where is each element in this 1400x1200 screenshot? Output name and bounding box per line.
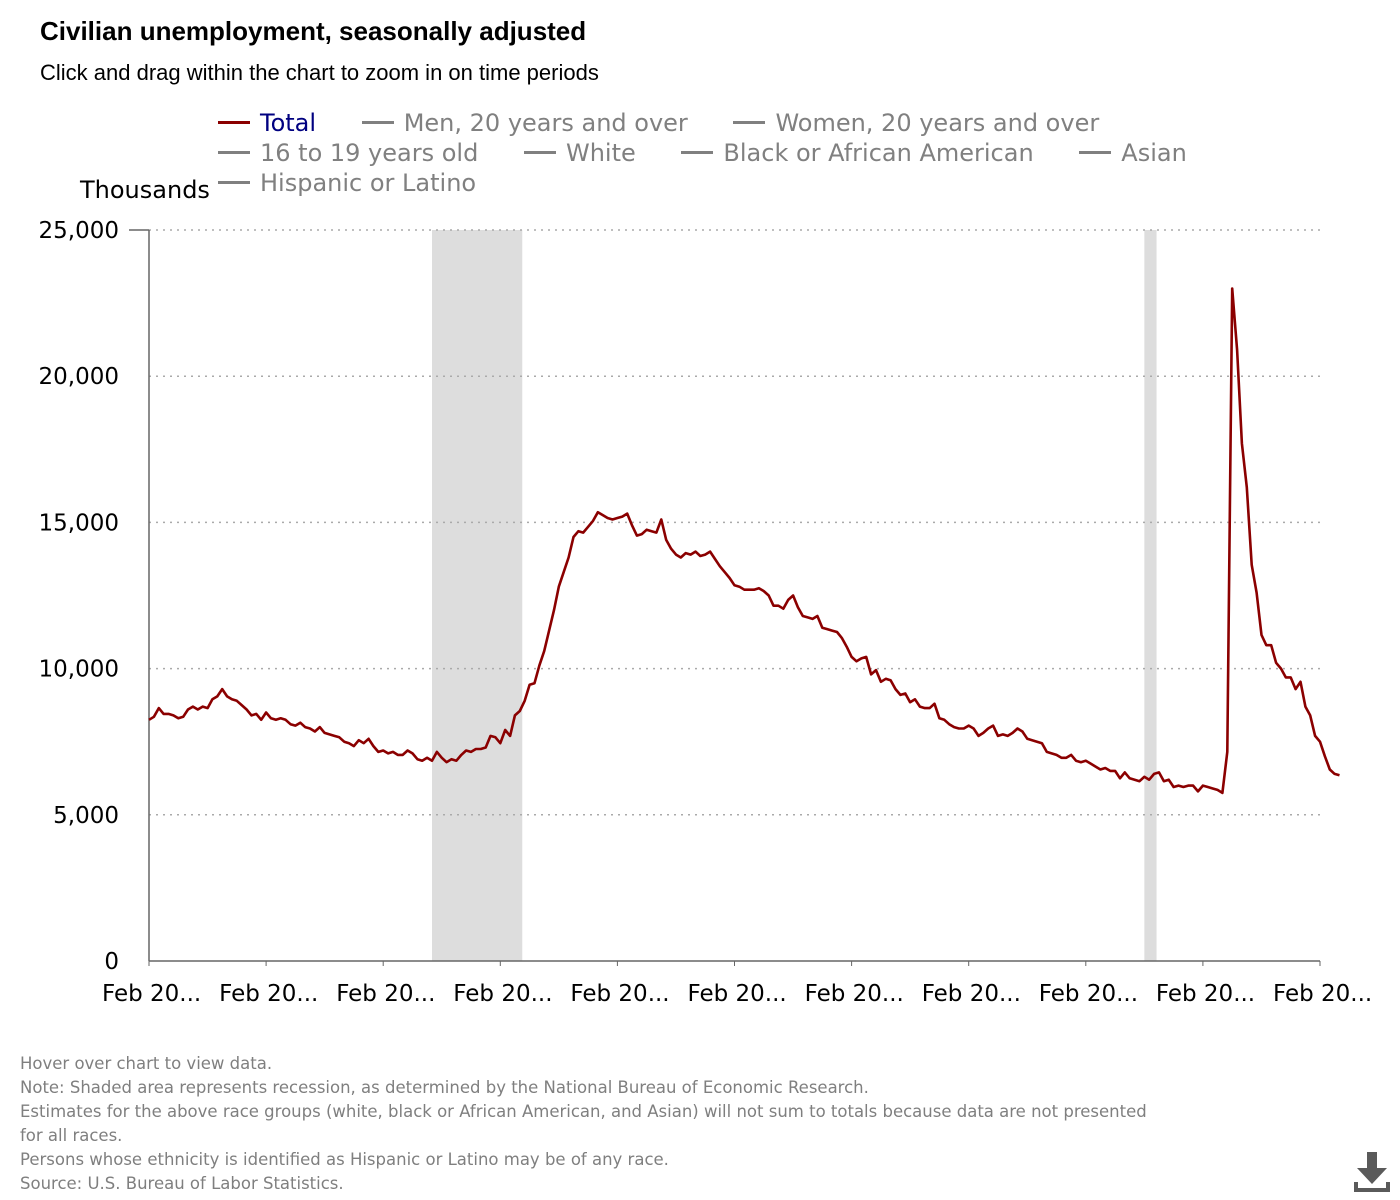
chart-title: Civilian unemployment, seasonally adjust…	[40, 16, 587, 46]
x-tick-label: Feb 20...	[453, 981, 552, 1007]
x-tick-label: Feb 20...	[570, 981, 669, 1007]
note-line: Persons whose ethnicity is identified as…	[20, 1150, 669, 1169]
legend-label: White	[565, 138, 636, 167]
legend-item-total[interactable]: Total	[218, 109, 316, 137]
legend-swatch	[681, 151, 714, 154]
note-line: Note: Shaded area represents recession, …	[20, 1078, 869, 1097]
x-tick-label: Feb 20...	[102, 981, 201, 1007]
legend-swatch	[218, 121, 250, 124]
chart-subtitle: Click and drag within the chart to zoom …	[40, 60, 599, 85]
note-line: Source: U.S. Bureau of Labor Statistics.	[20, 1174, 344, 1193]
legend-label: Hispanic or Latino	[260, 168, 477, 197]
chart-notes: Hover over chart to view data. Note: Sha…	[20, 1052, 1220, 1196]
legend-label: Asian	[1121, 138, 1187, 167]
recession-shade	[431, 230, 523, 961]
y-tick-label: 20,000	[39, 364, 119, 390]
y-tick-label: 5,000	[53, 803, 119, 829]
legend-row: Total Men, 20 years and over Women, 20 y…	[218, 102, 1218, 137]
y-tick-label: 10,000	[39, 657, 119, 683]
legend-item-asian[interactable]: Asian	[1079, 139, 1187, 167]
y-tick-label: 25,000	[39, 218, 119, 244]
recession-shade	[1144, 230, 1157, 961]
legend-label: 16 to 19 years old	[260, 138, 479, 167]
x-tick-label: Feb 20...	[1039, 981, 1138, 1007]
note-line: for all races.	[20, 1126, 123, 1145]
x-tick-label: Feb 20...	[922, 981, 1021, 1007]
note-line: Estimates for the above race groups (whi…	[20, 1102, 1147, 1121]
legend-swatch	[218, 181, 250, 184]
note-line: Hover over chart to view data.	[20, 1054, 273, 1073]
legend-row: Hispanic or Latino	[218, 162, 1218, 197]
legend-item-white[interactable]: White	[523, 138, 636, 167]
legend-item-women-20-and-over[interactable]: Women, 20 years and over	[733, 109, 1099, 137]
series-line-total	[148, 287, 1340, 795]
legend-item-men-20-and-over[interactable]: Men, 20 years and over	[361, 108, 688, 137]
y-axis-unit-label: Thousands	[80, 176, 210, 204]
x-tick-label: Feb 20...	[688, 981, 787, 1007]
legend-swatch	[218, 151, 250, 154]
download-icon	[1354, 1152, 1390, 1192]
legend-item-black[interactable]: Black or African American	[681, 138, 1034, 167]
line-chart[interactable]: 0 5,000 10,000 15,000 20,000 25,000 Feb 20... F…	[0, 0, 1400, 1040]
legend-swatch	[523, 151, 556, 154]
x-tick-label: Feb 20...	[1273, 981, 1372, 1007]
x-tick-label: Feb 20...	[1156, 981, 1255, 1007]
x-tick-label: Feb 20...	[805, 981, 904, 1007]
y-tick-label: 0	[104, 949, 119, 975]
legend-swatch	[361, 121, 394, 124]
x-tick-label: Feb 20...	[336, 981, 435, 1007]
x-tick-label: Feb 20...	[219, 981, 318, 1007]
legend-label: Total	[260, 108, 317, 137]
legend-item-16-to-19[interactable]: 16 to 19 years old	[218, 139, 478, 167]
legend-swatch	[1079, 151, 1112, 154]
legend-row: 16 to 19 years old White Black or Africa…	[218, 132, 1218, 167]
legend: Total Men, 20 years and over Women, 20 y…	[218, 102, 1218, 197]
download-button[interactable]	[1352, 1148, 1392, 1194]
legend-label: Men, 20 years and over	[403, 108, 688, 137]
legend-swatch	[733, 121, 766, 124]
legend-label: Black or African American	[723, 138, 1034, 167]
y-tick-label: 15,000	[39, 510, 119, 536]
legend-item-hispanic[interactable]: Hispanic or Latino	[218, 169, 476, 197]
legend-label: Women, 20 years and over	[775, 108, 1100, 137]
